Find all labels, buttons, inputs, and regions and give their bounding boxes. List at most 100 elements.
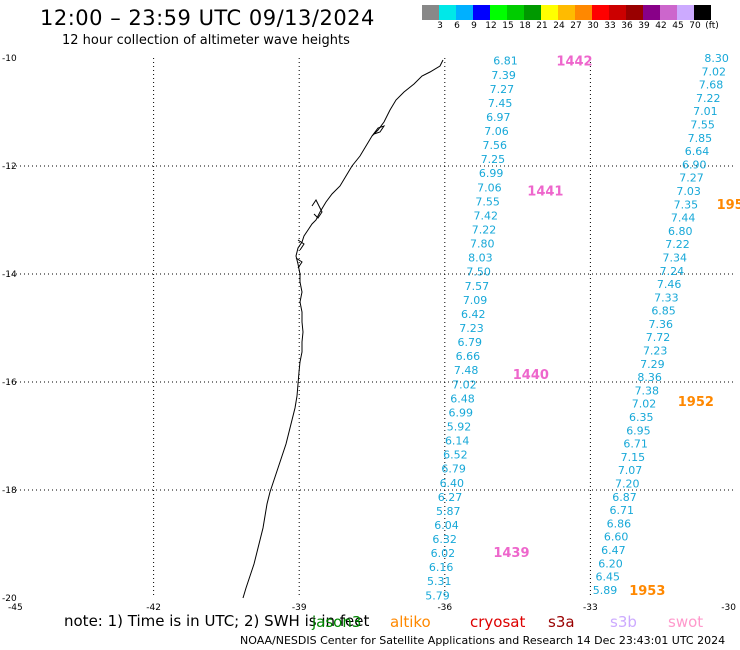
swh-value: 6.27 — [438, 491, 463, 504]
swh-value: 7.85 — [688, 132, 713, 145]
swh-value: 6.71 — [623, 438, 648, 451]
pass-time-label: 195 — [717, 198, 740, 213]
legend-swot: swot — [668, 613, 704, 631]
colorbar-label: 33 — [604, 21, 616, 31]
swh-value: 6.99 — [449, 406, 474, 419]
page-subtitle: 12 hour collection of altimeter wave hei… — [62, 33, 350, 48]
swh-value: 7.36 — [649, 318, 674, 331]
swh-value: 7.02 — [702, 65, 727, 78]
swh-value: 7.55 — [475, 195, 500, 208]
colorbar-label: 36 — [621, 21, 633, 31]
swh-value: 5.89 — [593, 584, 618, 597]
swh-value: 7.03 — [676, 185, 701, 198]
swh-value: 6.14 — [445, 435, 470, 448]
swh-value: 5.79 — [425, 589, 450, 602]
coastline-inlet — [295, 125, 386, 269]
swh-value: 7.27 — [490, 83, 515, 96]
swh-value: 7.34 — [662, 251, 687, 264]
colorbar-swatch — [609, 5, 626, 20]
colorbar-swatch — [524, 5, 541, 20]
pass-time-label: 1441 — [527, 184, 563, 199]
legend-jason3: jason3 — [312, 613, 362, 631]
x-tick-label: -45 — [8, 603, 23, 613]
colorbar-swatch — [558, 5, 575, 20]
swh-value: 7.57 — [465, 280, 490, 293]
map-grid — [8, 58, 736, 598]
legend-s3b: s3b — [610, 613, 637, 631]
colorbar-swatch — [694, 5, 711, 20]
swh-value: 8.36 — [637, 371, 662, 384]
swh-value: 6.48 — [450, 392, 475, 405]
swh-value: 8.30 — [704, 52, 729, 65]
y-tick-label: -14 — [2, 270, 17, 280]
colorbar-swatch — [643, 5, 660, 20]
swh-value: 6.60 — [604, 531, 629, 544]
colorbar-label: 30 — [587, 21, 599, 31]
swh-value: 7.22 — [696, 92, 721, 105]
swh-value: 6.66 — [456, 350, 481, 363]
colorbar-label: 15 — [502, 21, 514, 31]
swh-value: 7.24 — [660, 265, 685, 278]
x-tick-label: -33 — [583, 603, 598, 613]
swh-value: 7.27 — [679, 172, 704, 185]
swh-value: 7.68 — [699, 79, 724, 92]
swh-value: 6.32 — [432, 533, 457, 546]
colorbar-swatch — [422, 5, 439, 20]
swh-value: 7.80 — [470, 238, 495, 251]
colorbar-swatch — [660, 5, 677, 20]
y-tick-label: -16 — [2, 378, 17, 388]
swh-value: 6.95 — [626, 424, 651, 437]
swh-value: 6.80 — [668, 225, 693, 238]
swh-value: 7.55 — [690, 118, 715, 131]
swh-value: 6.20 — [598, 557, 623, 570]
colorbar-label: 9 — [471, 21, 477, 31]
swh-value: 7.22 — [665, 238, 690, 251]
colorbar-label: 27 — [570, 21, 582, 31]
swh-value: 7.33 — [654, 291, 679, 304]
swh-value: 5.87 — [436, 505, 461, 518]
swh-value: 6.97 — [486, 111, 511, 124]
colorbar-swatch — [507, 5, 524, 20]
footer-credit: NOAA/NESDIS Center for Satellite Applica… — [240, 634, 726, 647]
swh-tracks: 6.817.397.277.456.977.067.567.256.997.06… — [425, 52, 729, 602]
swh-value: 6.81 — [493, 55, 518, 68]
swh-value: 7.25 — [481, 153, 506, 166]
swh-value: 7.23 — [643, 345, 668, 358]
x-tick-label: -36 — [437, 603, 452, 613]
colorbar-swatch — [592, 5, 609, 20]
swh-value: 5.31 — [427, 575, 452, 588]
pass-time-label: 1440 — [513, 368, 549, 383]
swh-value: 6.99 — [479, 167, 504, 180]
swh-value: 6.02 — [431, 547, 456, 560]
colorbar-swatch — [541, 5, 558, 20]
colorbar-swatch — [677, 5, 694, 20]
pass-time-label: 1439 — [493, 546, 529, 561]
swh-value: 7.44 — [671, 212, 696, 225]
swh-value: 7.15 — [621, 451, 646, 464]
swh-value: 6.04 — [434, 519, 459, 532]
swh-value: 7.06 — [484, 125, 509, 138]
swh-value: 7.48 — [454, 364, 479, 377]
swh-value: 6.45 — [596, 571, 621, 584]
pass-time-label: 1442 — [556, 55, 592, 70]
swh-value: 7.56 — [482, 139, 507, 152]
swh-value: 7.22 — [472, 224, 497, 237]
legend-cryosat: cryosat — [470, 613, 526, 631]
x-tick-label: -30 — [721, 603, 736, 613]
colorbar-swatch — [626, 5, 643, 20]
swh-value: 6.35 — [629, 411, 654, 424]
swh-value: 7.42 — [474, 209, 499, 222]
swh-value: 6.47 — [601, 544, 626, 557]
colorbar-label: 70 — [689, 21, 701, 31]
legend-s3a: s3a — [548, 613, 575, 631]
swh-value: 6.87 — [612, 491, 637, 504]
x-tick-label: -39 — [292, 603, 307, 613]
colorbar-swatch — [473, 5, 490, 20]
colorbar-label: 45 — [672, 21, 684, 31]
legend-altiko: altiko — [390, 613, 431, 631]
swh-value: 6.90 — [682, 158, 707, 171]
colorbar-swatch — [439, 5, 456, 20]
footer-note: note: 1) Time is in UTC; 2) SWH is in fe… — [64, 612, 370, 630]
swh-value: 8.03 — [468, 252, 493, 265]
